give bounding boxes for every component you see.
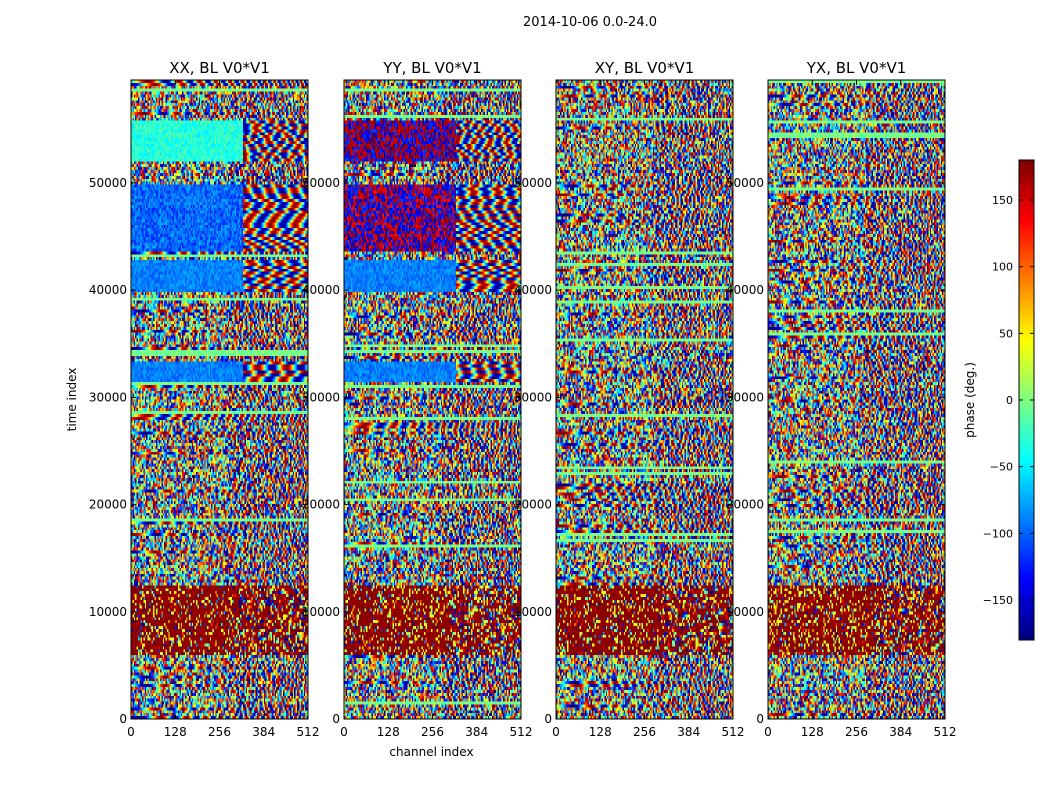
- y-tick-label: 20000: [726, 498, 764, 512]
- colorbar-tick-label: 0: [1006, 394, 1013, 407]
- x-tick-label: 128: [589, 725, 612, 739]
- y-tick-label: 50000: [89, 176, 127, 190]
- y-tick-label: 0: [544, 712, 552, 726]
- x-tick-label: 512: [934, 725, 957, 739]
- y-tick-label: 30000: [514, 390, 552, 404]
- x-tick-label: 256: [633, 725, 656, 739]
- y-tick-label: 20000: [514, 498, 552, 512]
- x-tick-label: 0: [764, 725, 772, 739]
- colorbar-tick-label: 100: [992, 261, 1013, 274]
- figure-suptitle: 2014-10-06 0.0-24.0: [523, 15, 657, 30]
- y-tick-label: 0: [332, 712, 340, 726]
- x-tick-label: 256: [421, 725, 444, 739]
- y-tick-label: 30000: [302, 390, 340, 404]
- x-tick-label: 256: [208, 725, 231, 739]
- x-tick-label: 128: [377, 725, 400, 739]
- y-tick-label: 30000: [726, 390, 764, 404]
- heatmap-image-1: [131, 80, 308, 719]
- y-tick-label: 40000: [514, 283, 552, 297]
- y-tick-label: 40000: [726, 283, 764, 297]
- panel-title-1: XX, BL V0*V1: [169, 59, 270, 77]
- y-tick-label: 10000: [302, 605, 340, 619]
- colorbar-tick-label: −100: [983, 527, 1013, 540]
- y-axis-label: time index: [65, 368, 79, 432]
- y-tick-label: 40000: [302, 283, 340, 297]
- x-tick-label: 0: [127, 725, 135, 739]
- x-tick-label: 384: [465, 725, 488, 739]
- y-tick-label: 0: [756, 712, 764, 726]
- x-axis-label: channel index: [389, 745, 473, 759]
- heatmap-image-3: [556, 80, 733, 719]
- heatmap-image-2: [344, 80, 521, 719]
- x-tick-label: 384: [677, 725, 700, 739]
- colorbar-tick-label: −50: [990, 461, 1013, 474]
- colorbar-tick-label: −150: [983, 594, 1013, 607]
- y-tick-label: 0: [119, 712, 127, 726]
- x-tick-label: 384: [252, 725, 275, 739]
- colorbar-tick-label: 50: [999, 327, 1013, 340]
- x-tick-label: 0: [340, 725, 348, 739]
- y-tick-label: 50000: [302, 176, 340, 190]
- x-tick-label: 512: [510, 725, 533, 739]
- x-tick-label: 512: [722, 725, 745, 739]
- x-tick-label: 0: [552, 725, 560, 739]
- y-tick-label: 10000: [726, 605, 764, 619]
- y-tick-label: 20000: [302, 498, 340, 512]
- colorbar-gradient: [1019, 160, 1034, 640]
- y-tick-label: 50000: [726, 176, 764, 190]
- y-tick-label: 40000: [89, 283, 127, 297]
- x-tick-label: 256: [845, 725, 868, 739]
- y-tick-label: 20000: [89, 498, 127, 512]
- panel-title-4: YX, BL V0*V1: [806, 59, 907, 77]
- x-tick-label: 128: [801, 725, 824, 739]
- y-tick-label: 30000: [89, 390, 127, 404]
- x-tick-label: 512: [297, 725, 320, 739]
- panel-title-2: YY, BL V0*V1: [382, 59, 481, 77]
- y-tick-label: 50000: [514, 176, 552, 190]
- y-tick-label: 10000: [89, 605, 127, 619]
- y-tick-label: 10000: [514, 605, 552, 619]
- heatmap-image-4: [768, 80, 945, 719]
- x-tick-label: 384: [889, 725, 912, 739]
- x-tick-label: 128: [164, 725, 187, 739]
- colorbar-tick-label: 150: [992, 194, 1013, 207]
- colorbar-label: phase (deg.): [963, 362, 977, 438]
- panel-title-3: XY, BL V0*V1: [595, 59, 695, 77]
